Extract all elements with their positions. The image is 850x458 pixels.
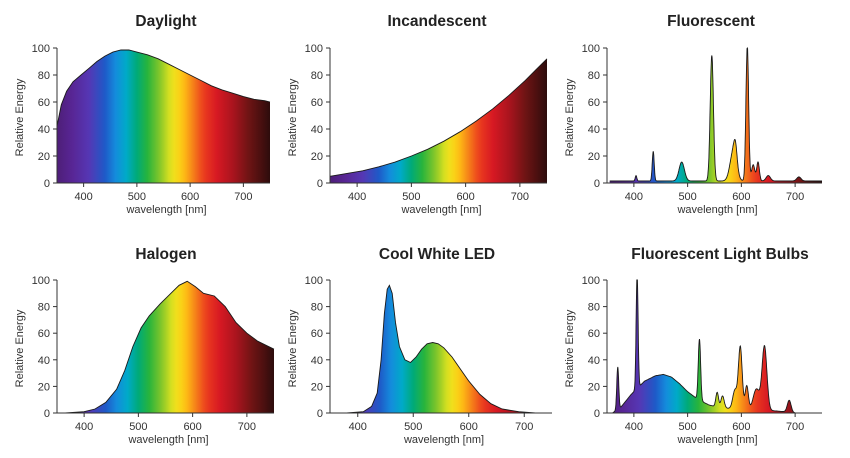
x-tick-label: 500 [129, 421, 147, 433]
y-tick-label: 20 [588, 151, 600, 163]
x-tick-label: 500 [678, 421, 696, 433]
x-tick-label: 400 [349, 421, 367, 433]
chart-panel: 0 20 40 60 80 100 400 500 600 700 wavelength [nm] R… [287, 13, 548, 216]
x-tick-label: 700 [238, 421, 256, 433]
x-axis-label: wavelength [nm] [676, 204, 757, 216]
spectrum-area [346, 285, 536, 413]
x-axis-label: wavelength [nm] [400, 204, 481, 216]
y-tick-label: 80 [311, 70, 323, 82]
chart-title: Fluorescent Light Bulbs [631, 246, 808, 263]
y-tick-label: 0 [594, 178, 600, 190]
chart-title: Incandescent [387, 13, 486, 30]
x-tick-label: 600 [181, 191, 199, 203]
y-tick-label: 80 [311, 302, 323, 314]
spectrum-area [65, 281, 274, 413]
y-axis-label: Relative Energy [564, 78, 576, 156]
y-axis-label: Relative Energy [14, 78, 26, 156]
y-axis-label: Relative Energy [14, 309, 26, 387]
chart-panel: 0 20 40 60 80 100 400 500 600 700 wavelength [nm] R… [14, 13, 271, 216]
y-tick-label: 100 [305, 43, 323, 55]
x-tick-label: 500 [404, 421, 422, 433]
x-tick-label: 500 [402, 191, 420, 203]
y-tick-label: 100 [582, 275, 600, 287]
spectrum-outline [329, 58, 548, 177]
spectrum-area [609, 48, 822, 183]
y-axis-label: Relative Energy [564, 309, 576, 387]
x-axis-label: wavelength [nm] [403, 434, 484, 446]
y-tick-label: 60 [38, 97, 50, 109]
chart-panel: 0 20 40 60 80 100 400 500 600 700 wavelength [nm] R… [564, 246, 822, 446]
y-tick-label: 40 [311, 124, 323, 136]
x-tick-label: 500 [128, 191, 146, 203]
x-tick-label: 400 [348, 191, 366, 203]
spectrum-outline [609, 46, 822, 182]
y-tick-label: 60 [311, 97, 323, 109]
chart-title: Daylight [135, 13, 196, 30]
x-tick-label: 700 [515, 421, 533, 433]
x-axis-label: wavelength [nm] [127, 434, 208, 446]
y-tick-label: 0 [44, 178, 50, 190]
x-axis-label: wavelength [nm] [125, 204, 206, 216]
x-tick-label: 600 [183, 421, 201, 433]
y-tick-label: 0 [317, 178, 323, 190]
y-tick-label: 80 [38, 70, 50, 82]
y-tick-label: 60 [311, 328, 323, 340]
y-tick-label: 0 [594, 408, 600, 420]
y-tick-label: 40 [311, 355, 323, 367]
y-tick-label: 40 [38, 124, 50, 136]
y-tick-label: 0 [317, 408, 323, 420]
chart-title: Cool White LED [379, 246, 495, 263]
spectrum-area [612, 280, 806, 413]
chart-panel: 0 20 40 60 80 100 400 500 600 700 wavelength [nm] R… [564, 13, 822, 216]
y-tick-label: 0 [44, 408, 50, 420]
x-tick-label: 400 [625, 421, 643, 433]
chart-title: Fluorescent [667, 13, 755, 30]
x-tick-label: 600 [460, 421, 478, 433]
x-tick-label: 400 [75, 421, 93, 433]
y-tick-label: 100 [32, 275, 50, 287]
y-tick-label: 20 [588, 381, 600, 393]
x-tick-label: 700 [234, 191, 252, 203]
spectrum-outline [56, 49, 271, 127]
x-tick-label: 600 [732, 421, 750, 433]
x-axis-label: wavelength [nm] [676, 434, 757, 446]
y-tick-label: 20 [38, 151, 50, 163]
y-tick-label: 80 [588, 302, 600, 314]
x-tick-label: 600 [732, 191, 750, 203]
spectrum-outline [346, 284, 536, 414]
y-tick-label: 80 [588, 70, 600, 82]
x-tick-label: 700 [511, 191, 529, 203]
chart-title: Halogen [135, 246, 196, 263]
y-tick-label: 40 [588, 124, 600, 136]
y-axis-label: Relative Energy [287, 309, 299, 387]
x-tick-label: 500 [678, 191, 696, 203]
y-tick-label: 60 [38, 328, 50, 340]
y-tick-label: 60 [588, 328, 600, 340]
y-tick-label: 100 [582, 43, 600, 55]
x-tick-label: 600 [456, 191, 474, 203]
x-tick-label: 400 [625, 191, 643, 203]
y-tick-label: 100 [32, 43, 50, 55]
y-tick-label: 20 [311, 381, 323, 393]
x-tick-label: 400 [74, 191, 92, 203]
spectrum-area [57, 50, 270, 183]
spectrum-outline [65, 280, 275, 414]
y-tick-label: 40 [38, 355, 50, 367]
y-tick-label: 20 [311, 151, 323, 163]
spectrum-outline [612, 279, 806, 414]
spectrum-area [330, 58, 547, 183]
y-tick-label: 20 [38, 381, 50, 393]
x-tick-label: 700 [786, 191, 804, 203]
y-tick-label: 80 [38, 302, 50, 314]
chart-panel: 0 20 40 60 80 100 400 500 600 700 wavelength [nm] R… [14, 246, 275, 446]
x-tick-label: 700 [786, 421, 804, 433]
y-tick-label: 60 [588, 97, 600, 109]
y-axis-label: Relative Energy [287, 78, 299, 156]
y-tick-label: 100 [305, 275, 323, 287]
y-tick-label: 40 [588, 355, 600, 367]
chart-panel: 0 20 40 60 80 100 400 500 600 700 wavelength [nm] R… [287, 246, 552, 446]
